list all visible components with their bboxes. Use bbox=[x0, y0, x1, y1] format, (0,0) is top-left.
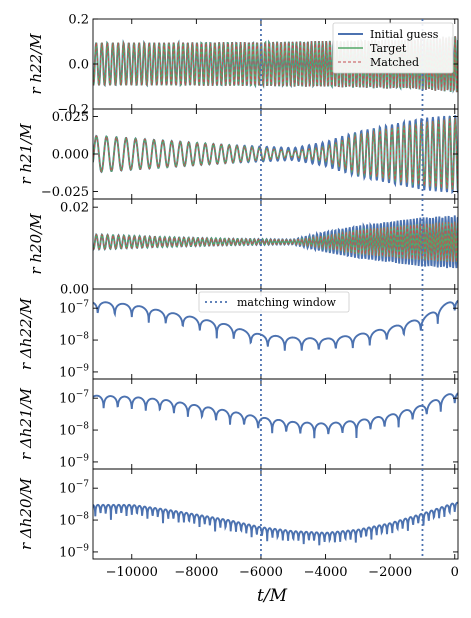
y-tick-label: 10−8 bbox=[59, 422, 89, 439]
y-tick-label: 10−8 bbox=[59, 332, 89, 349]
series-matched-rh21 bbox=[93, 117, 458, 191]
series-initial-guess-drh21 bbox=[93, 392, 458, 439]
y-tick-label: −0.2 bbox=[57, 103, 89, 118]
y-tick-label: 10−9 bbox=[59, 543, 89, 560]
legend-matching-window: matching window bbox=[198, 291, 350, 313]
y-axis-label-drh20: r Δh20/M bbox=[17, 477, 35, 550]
legend-label-initial: Initial guess bbox=[370, 28, 439, 41]
y-tick-label: 10−9 bbox=[59, 363, 89, 380]
x-tick-label: −10000 bbox=[106, 565, 158, 580]
y-tick-label: 0.02 bbox=[60, 201, 89, 216]
x-tick-label: −8000 bbox=[174, 565, 218, 580]
legend-label-matched: Matched bbox=[370, 56, 419, 69]
y-axis-label-drh21: r Δh21/M bbox=[17, 387, 35, 460]
panel-frame-drh20 bbox=[92, 468, 459, 560]
series-initial-guess-drh20 bbox=[93, 501, 458, 546]
panel-rh21: −0.025 0.000 0.025 r h21/M bbox=[17, 108, 459, 200]
y-tick-label: 0.00 bbox=[60, 283, 89, 298]
x-tick-label: −4000 bbox=[304, 565, 348, 580]
y-axis-label-rh20: r h20/M bbox=[27, 213, 45, 275]
legend-label-target: Target bbox=[370, 42, 407, 55]
x-axis-label: t/M bbox=[257, 586, 288, 606]
y-tick-label: 10−7 bbox=[59, 300, 89, 317]
panel-rh22: −0.2 0.0 0.2 r h22/M bbox=[27, 13, 459, 118]
legend-label-matching-window: matching window bbox=[237, 296, 336, 309]
y-axis-label-drh22: r Δh22/M bbox=[17, 297, 35, 370]
panel-frame-drh21 bbox=[92, 378, 459, 470]
y-tick-label: 10−9 bbox=[59, 453, 89, 470]
y-tick-label: 0.2 bbox=[68, 13, 89, 28]
panel-drh21: 10−7 10−8 10−9 r Δh21/M bbox=[17, 378, 459, 470]
y-axis-label-rh21: r h21/M bbox=[17, 123, 35, 185]
y-tick-label: 10−7 bbox=[59, 390, 89, 407]
x-tick-label: 0 bbox=[451, 565, 459, 580]
y-tick-label: 10−7 bbox=[59, 480, 89, 497]
x-tick-label: −2000 bbox=[368, 565, 412, 580]
y-axis-label-rh22: r h22/M bbox=[27, 33, 45, 95]
y-tick-label: 0.000 bbox=[52, 148, 89, 163]
series-matched-rh22 bbox=[93, 36, 458, 93]
y-tick-label: 0.0 bbox=[68, 58, 89, 73]
y-tick-label: 0.025 bbox=[52, 110, 89, 125]
y-tick-label: −0.025 bbox=[41, 185, 89, 200]
y-tick-label: 10−8 bbox=[59, 512, 89, 529]
panel-drh20: 10−7 10−8 10−9 r Δh20/M bbox=[17, 468, 459, 560]
series-initial-guess-drh22 bbox=[93, 299, 458, 351]
panel-rh20: 0.00 0.02 r h20/M bbox=[27, 198, 459, 298]
x-tick-label: −6000 bbox=[239, 565, 283, 580]
series-matched-rh20 bbox=[93, 221, 458, 263]
panel-drh22: 10−7 10−8 10−9 r Δh22/M bbox=[17, 288, 459, 380]
